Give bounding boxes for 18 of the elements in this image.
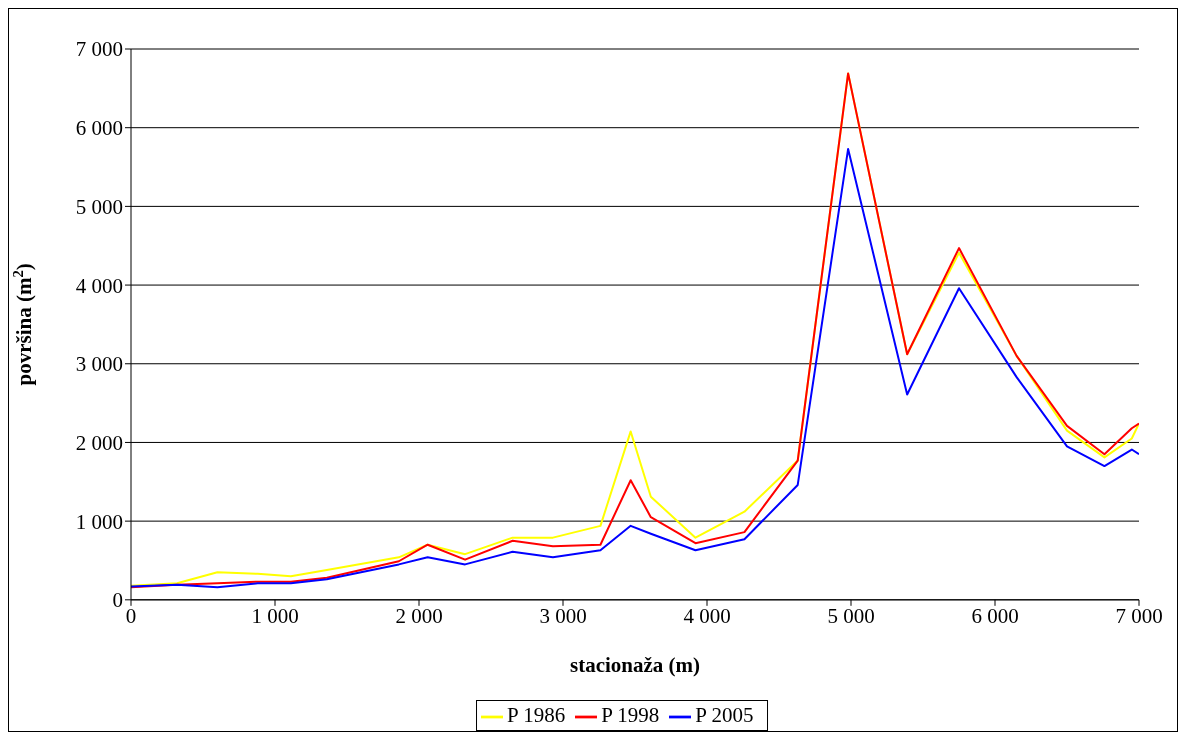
x-tick-label: 6 000 bbox=[971, 603, 1019, 628]
x-tick-label: 1 000 bbox=[251, 603, 299, 628]
x-tick-label: 2 000 bbox=[395, 603, 443, 628]
y-tick-label: 7 000 bbox=[75, 37, 123, 62]
y-tick-label: 4 000 bbox=[75, 273, 123, 298]
x-tick-label: 7 000 bbox=[1115, 603, 1163, 628]
x-axis-title: stacionaža (m) bbox=[569, 652, 701, 677]
x-tick-label: 3 000 bbox=[539, 603, 587, 628]
y-tick-label: 6 000 bbox=[75, 116, 123, 141]
x-tick-label: 4 000 bbox=[683, 603, 731, 628]
x-tick-label: 5 000 bbox=[827, 603, 875, 628]
y-tick-label: 5 000 bbox=[75, 194, 123, 219]
legend-label: P 1986 bbox=[507, 702, 566, 727]
y-tick-label: 2 000 bbox=[75, 430, 123, 455]
legend-label: P 2005 bbox=[695, 702, 754, 727]
y-tick-label: 1 000 bbox=[75, 509, 123, 534]
y-tick-label: 3 000 bbox=[75, 352, 123, 377]
legend-label: P 1998 bbox=[601, 702, 660, 727]
